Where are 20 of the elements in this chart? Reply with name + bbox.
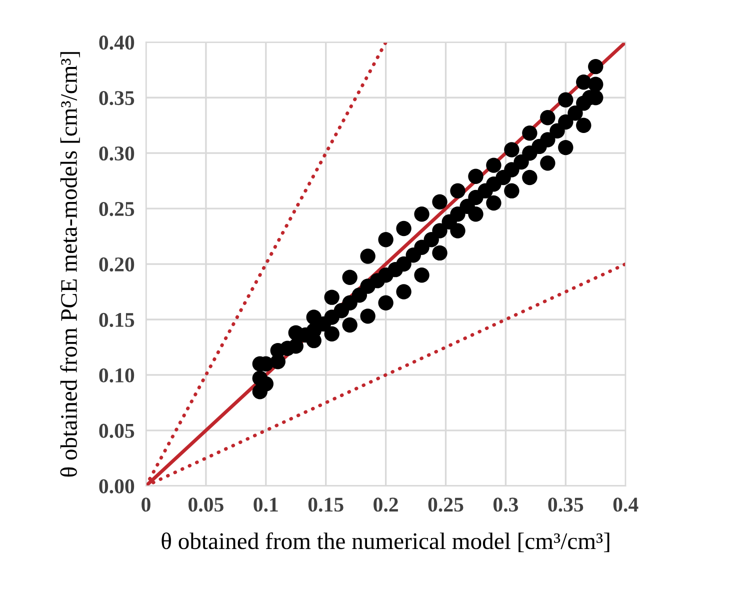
y-tick-label: 0.05: [99, 424, 134, 438]
x-tick-label: 0: [142, 498, 150, 512]
y-tick-label: 0.10: [99, 368, 134, 382]
x-axis-title: θ obtained from the numerical model [cm³/cm³]: [162, 532, 610, 552]
x-tick-label: 0.1: [254, 498, 278, 512]
y-tick-label: 0.35: [99, 91, 134, 106]
y-tick-label: 0.40: [99, 36, 134, 50]
y-axis-title: θ obtained from PCE meta-models [cm³/cm³]: [60, 52, 80, 477]
x-tick-label: 0.25: [428, 498, 464, 512]
y-tick-label: 0.20: [99, 257, 134, 272]
y-tick-label: 0.00: [99, 479, 134, 494]
x-tick-label: 0.4: [613, 498, 638, 512]
y-tick-label: 0.15: [99, 312, 134, 328]
x-tick-label: 0.15: [308, 498, 344, 512]
y-tick-label: 0.25: [99, 202, 134, 216]
x-tick-label: 0.2: [374, 498, 398, 512]
x-tick-label: 0.3: [493, 498, 518, 512]
y-tick-label: 0.30: [99, 146, 134, 161]
x-tick-label: 0.05: [188, 498, 224, 512]
x-tick-label: 0.35: [548, 498, 584, 512]
